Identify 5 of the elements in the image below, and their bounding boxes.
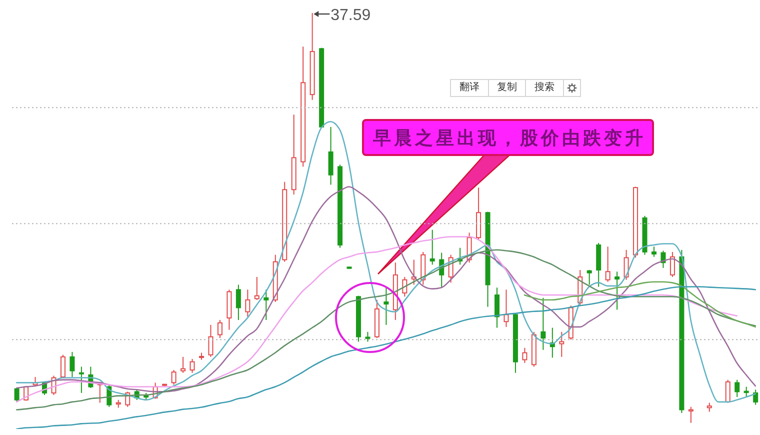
annotation: 早晨之星出现，股价由跌变升 <box>372 128 643 149</box>
annotation: 翻译 <box>459 82 480 94</box>
annotation: 37.59 <box>330 7 371 24</box>
annotation: 复制 <box>497 82 518 94</box>
annotation: 搜索 <box>534 82 555 94</box>
